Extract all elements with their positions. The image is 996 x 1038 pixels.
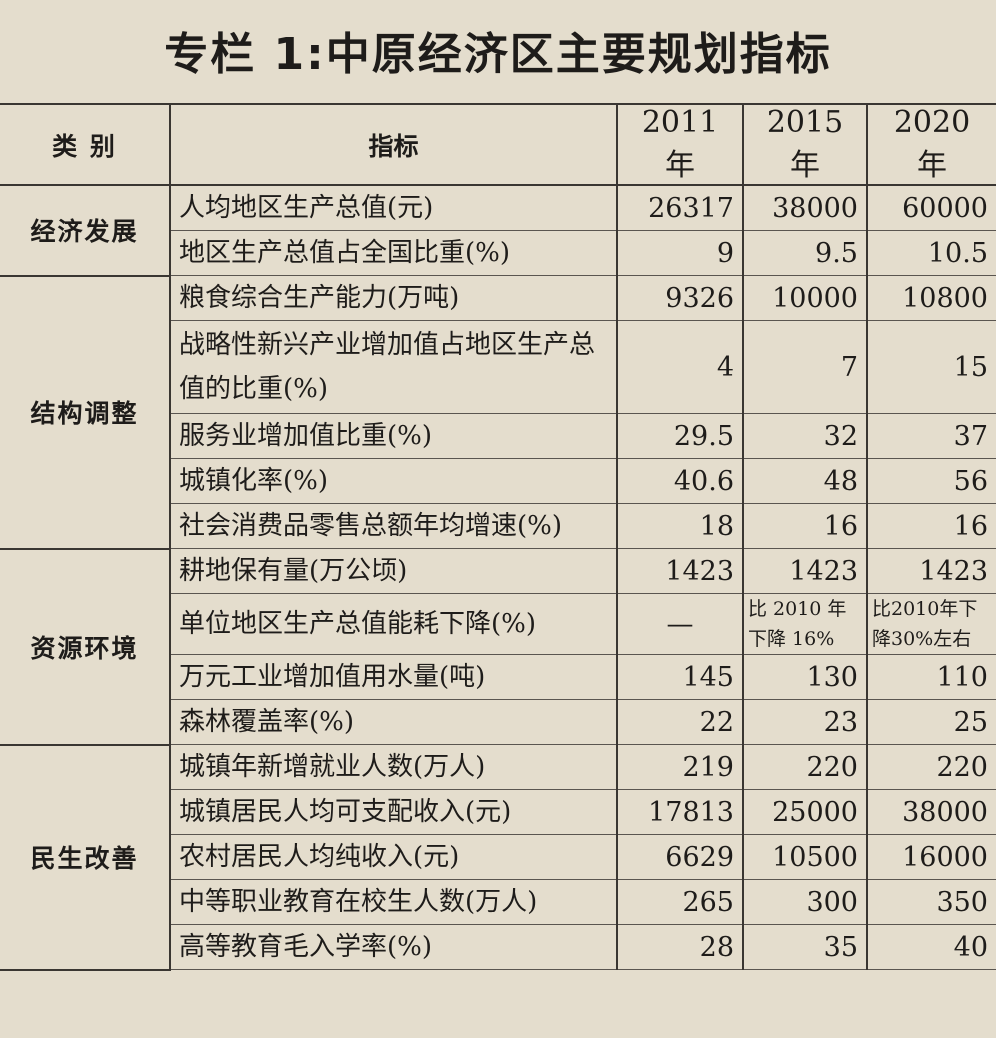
indicator-cell: 耕地保有量(万公顷) <box>169 548 618 594</box>
value-2011: 4 <box>616 320 744 414</box>
value-2015: 比 2010 年下降 16% <box>742 593 868 655</box>
value-2020: 10.5 <box>866 230 996 276</box>
value-2020: 40 <box>866 924 996 970</box>
value-2011: 9 <box>616 230 744 276</box>
value-2020: 110 <box>866 654 996 700</box>
table-row: 万元工业增加值用水量(吨) 145 130 110 <box>0 654 996 700</box>
value-2015: 10000 <box>742 275 868 321</box>
table-row: 地区生产总值占全国比重(%) 9 9.5 10.5 <box>0 230 996 276</box>
table-row: 农村居民人均纯收入(元) 6629 10500 16000 <box>0 834 996 880</box>
table-row: 城镇化率(%) 40.6 48 56 <box>0 458 996 504</box>
indicator-cell: 中等职业教育在校生人数(万人) <box>169 879 618 925</box>
value-2011: 29.5 <box>616 413 744 459</box>
indicator-cell: 城镇居民人均可支配收入(元) <box>169 789 618 835</box>
value-2020: 38000 <box>866 789 996 835</box>
value-2011: — <box>616 593 744 655</box>
value-2015: 7 <box>742 320 868 414</box>
header-indicator: 指标 <box>169 103 618 186</box>
indicator-cell: 人均地区生产总值(元) <box>169 184 618 231</box>
table-row: 服务业增加值比重(%) 29.5 32 37 <box>0 413 996 459</box>
table-row: 单位地区生产总值能耗下降(%) — 比 2010 年下降 16% 比2010年下降30… <box>0 593 996 655</box>
value-2015: 48 <box>742 458 868 504</box>
value-2011: 28 <box>616 924 744 970</box>
value-2015: 35 <box>742 924 868 970</box>
value-2020: 16000 <box>866 834 996 880</box>
value-2015: 10500 <box>742 834 868 880</box>
category-cell: 经济发展 <box>0 184 171 277</box>
value-2020: 1423 <box>866 548 996 594</box>
table-row: 中等职业教育在校生人数(万人) 265 300 350 <box>0 879 996 925</box>
table-row: 资源环境 耕地保有量(万公顷) 1423 1423 1423 <box>0 547 996 746</box>
header-2020: 2020 年 <box>866 103 996 186</box>
value-2015: 25000 <box>742 789 868 835</box>
indicator-cell: 社会消费品零售总额年均增速(%) <box>169 503 618 549</box>
table-row: 森林覆盖率(%) 22 23 25 <box>0 699 996 745</box>
value-2020: 比2010年下降30%左右 <box>866 593 996 655</box>
indicator-cell: 森林覆盖率(%) <box>169 699 618 745</box>
value-2020: 25 <box>866 699 996 745</box>
indicator-cell: 万元工业增加值用水量(吨) <box>169 654 618 700</box>
indicator-cell: 服务业增加值比重(%) <box>169 413 618 459</box>
indicator-cell: 城镇化率(%) <box>169 458 618 504</box>
table-row: 经济发展 人均地区生产总值(元) 26317 38000 60000 <box>0 184 996 277</box>
value-2011: 17813 <box>616 789 744 835</box>
indicator-cell: 单位地区生产总值能耗下降(%) <box>169 593 618 655</box>
value-2015: 23 <box>742 699 868 745</box>
header-category: 类 别 <box>0 103 171 186</box>
table-row: 结构调整 粮食综合生产能力(万吨) 9326 10000 10800 <box>0 274 996 550</box>
header-2015: 2015 年 <box>742 103 868 186</box>
value-2011: 22 <box>616 699 744 745</box>
value-2011: 6629 <box>616 834 744 880</box>
value-2020: 350 <box>866 879 996 925</box>
indicator-cell: 战略性新兴产业增加值占地区生产总值的比重(%) <box>169 320 618 414</box>
category-cell: 资源环境 <box>0 547 171 746</box>
table-row: 高等教育毛入学率(%) 28 35 40 <box>0 924 996 970</box>
value-2020: 10800 <box>866 275 996 321</box>
indicator-table: 类 别 指标 2011 年 2015 年 2020 年 经济发展 人均地区生产总值… <box>0 103 996 971</box>
indicator-cell: 地区生产总值占全国比重(%) <box>169 230 618 276</box>
value-2011: 145 <box>616 654 744 700</box>
value-2011: 265 <box>616 879 744 925</box>
value-2020: 56 <box>866 458 996 504</box>
value-2015: 130 <box>742 654 868 700</box>
value-2015: 300 <box>742 879 868 925</box>
indicator-cell: 粮食综合生产能力(万吨) <box>169 275 618 321</box>
value-2011: 18 <box>616 503 744 549</box>
indicator-cell: 城镇年新增就业人数(万人) <box>169 744 618 790</box>
header-row: 类 别 指标 2011 年 2015 年 2020 年 <box>0 103 996 186</box>
category-cell: 民生改善 <box>0 743 171 971</box>
value-2011: 9326 <box>616 275 744 321</box>
indicator-cell: 高等教育毛入学率(%) <box>169 924 618 970</box>
value-2011: 26317 <box>616 184 744 231</box>
category-cell: 结构调整 <box>0 274 171 550</box>
value-2020: 16 <box>866 503 996 549</box>
value-2020: 60000 <box>866 184 996 231</box>
value-2020: 37 <box>866 413 996 459</box>
value-2015: 16 <box>742 503 868 549</box>
value-2015: 38000 <box>742 184 868 231</box>
header-2011: 2011 年 <box>616 103 744 186</box>
value-2015: 220 <box>742 744 868 790</box>
value-2015: 32 <box>742 413 868 459</box>
value-2015: 1423 <box>742 548 868 594</box>
page-title: 专栏 1:中原经济区主要规划指标 <box>164 29 832 80</box>
value-2011: 40.6 <box>616 458 744 504</box>
value-2015: 9.5 <box>742 230 868 276</box>
value-2011: 219 <box>616 744 744 790</box>
indicator-cell: 农村居民人均纯收入(元) <box>169 834 618 880</box>
value-2020: 220 <box>866 744 996 790</box>
table-row: 民生改善 城镇年新增就业人数(万人) 219 220 220 <box>0 743 996 971</box>
value-2020: 15 <box>866 320 996 414</box>
value-2011: 1423 <box>616 548 744 594</box>
